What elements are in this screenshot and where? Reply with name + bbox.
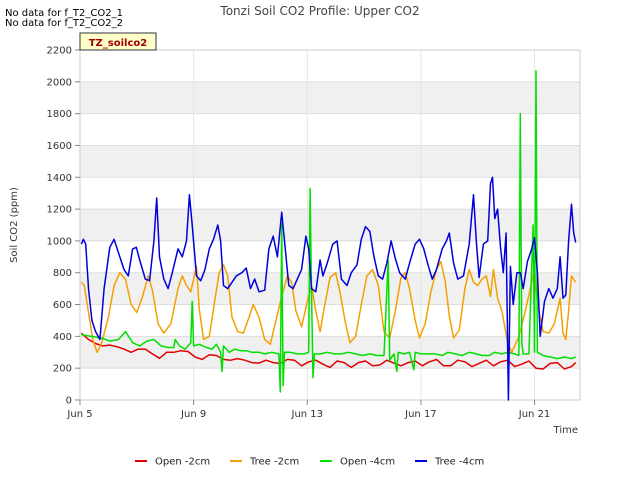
y-tick-label: 2000 <box>47 77 72 88</box>
background-band <box>80 145 580 178</box>
y-tick-label: 800 <box>53 268 72 279</box>
y-tick-label: 600 <box>53 300 72 311</box>
legend-label: Open -4cm <box>340 457 395 468</box>
background-band <box>80 177 580 210</box>
y-tick-label: 1600 <box>47 141 72 152</box>
x-tick-label: Jun 13 <box>291 409 324 420</box>
legend: Open -2cm Tree -2cm Open -4cm Tree -4cm <box>135 457 484 468</box>
y-axis-label: Soil CO2 (ppm) <box>9 187 20 263</box>
x-tick-label: Jun 5 <box>66 409 92 420</box>
x-axis-ticks: Jun 5 Jun 9 Jun 13 Jun 17 Jun 21 <box>66 400 550 420</box>
chart-title: Tonzi Soil CO2 Profile: Upper CO2 <box>219 4 419 18</box>
y-tick-label: 200 <box>53 364 72 375</box>
y-tick-label: 1000 <box>47 236 72 247</box>
legend-item: Open -2cm <box>135 457 210 468</box>
x-tick-label: Jun 17 <box>404 409 437 420</box>
background-band <box>80 240 580 273</box>
y-tick-label: 1200 <box>47 205 72 216</box>
series-line-open-2cm <box>80 332 577 370</box>
background-band <box>80 368 580 400</box>
x-axis-label: Time <box>553 425 578 436</box>
y-axis-ticks: 0 200 400 600 800 1000 1200 1400 1600 1800 2000 220… <box>47 46 80 407</box>
legend-item: Tree -2cm <box>230 457 299 468</box>
background-band <box>80 113 580 146</box>
legend-label: Tree -4cm <box>434 457 484 468</box>
no-data-note-2: No data for f_T2_CO2_2 <box>5 18 123 29</box>
legend-label: Open -2cm <box>155 457 210 468</box>
series-line-tree-4cm <box>80 176 577 401</box>
y-tick-label: 400 <box>53 332 72 343</box>
series-line-tree-2cm <box>80 260 577 354</box>
legend-item: Open -4cm <box>320 457 395 468</box>
series-lines <box>80 69 577 401</box>
badge-box <box>79 32 157 51</box>
y-tick-label: 1800 <box>47 109 72 120</box>
legend-label: Tree -2cm <box>249 457 299 468</box>
x-tick-label: Jun 21 <box>518 409 551 420</box>
no-data-note-1: No data for f_T2_CO2_1 <box>5 8 123 19</box>
background-band <box>80 81 580 114</box>
plot-frame <box>79 49 581 401</box>
badge: TZ_soilco2 <box>79 32 157 51</box>
legend-item: Tree -4cm <box>415 457 484 468</box>
x-tick-label: Jun 9 <box>180 409 206 420</box>
y-tick-label: 2200 <box>47 46 72 57</box>
badge-label: TZ_soilco2 <box>89 38 148 49</box>
background-band <box>80 50 580 82</box>
y-tick-label: 1400 <box>47 173 72 184</box>
y-tick-label: 0 <box>66 396 72 407</box>
